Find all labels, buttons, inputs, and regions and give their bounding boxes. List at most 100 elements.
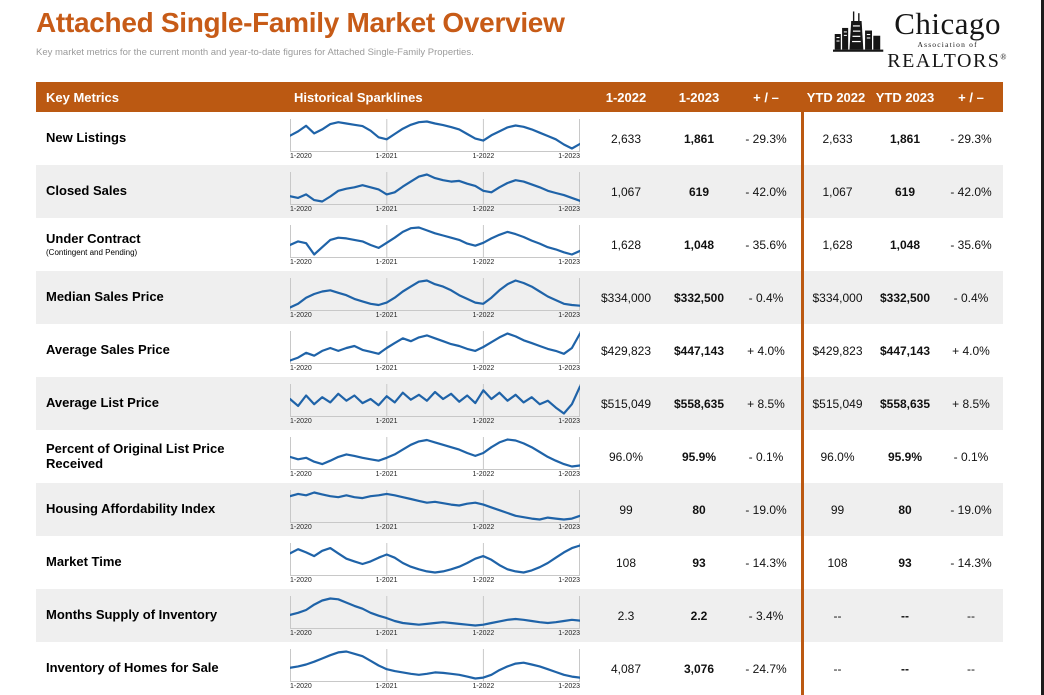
value-ytd-change: - 35.6% — [950, 237, 992, 252]
sparkline-cell: 1-2020 1-2021 1-2022 1-2023 — [290, 589, 585, 642]
value-1-2023: 2.2 — [690, 608, 708, 623]
value-1-2023: $558,635 — [673, 396, 725, 411]
sparkline-axis: 1-2020 1-2021 1-2022 1-2023 — [290, 683, 580, 692]
axis-label-1-2021: 1-2021 — [375, 682, 398, 690]
value-ytd-change: - 42.0% — [950, 184, 992, 199]
header-historical-sparklines: Historical Sparklines — [294, 89, 423, 105]
value-ytd-2023: $558,635 — [879, 396, 931, 411]
value-1-2022: 99 — [619, 502, 633, 517]
value-month-change: - 42.0% — [745, 184, 787, 199]
axis-label-1-2023: 1-2023 — [558, 523, 580, 531]
value-1-2023: 95.9% — [681, 449, 717, 464]
sparkline-chart — [290, 595, 580, 629]
sparkline-chart — [290, 436, 580, 470]
skyline-icon — [833, 8, 885, 65]
axis-label-1-2023: 1-2023 — [558, 364, 580, 372]
sparkline-chart — [290, 171, 580, 205]
value-month-change: - 0.1% — [748, 449, 784, 464]
value-ytd-2023: 1,048 — [889, 237, 921, 252]
value-1-2023: 80 — [692, 502, 706, 517]
value-ytd-2022: -- — [801, 642, 871, 695]
value-month-change: - 3.4% — [748, 608, 784, 623]
metric-name: Percent of Original List Price Received — [46, 440, 225, 471]
value-1-2022: 1,067 — [610, 184, 642, 199]
value-ytd-change: + 4.0% — [952, 343, 990, 358]
table-row: Housing Affordability Index 1-2020 1-202… — [36, 483, 1003, 536]
value-ytd-change: - 29.3% — [950, 131, 992, 146]
value-1-2022: 1,628 — [610, 237, 642, 252]
sparkline-chart — [290, 489, 580, 523]
value-ytd-2022: 108 — [801, 536, 871, 589]
value-ytd-2022: $334,000 — [801, 271, 871, 324]
value-month-change: - 35.6% — [745, 237, 787, 252]
value-ytd-change: - 0.1% — [953, 449, 989, 464]
metric-cell: Under Contract (Contingent and Pending) — [36, 218, 290, 271]
axis-label-1-2023: 1-2023 — [558, 629, 580, 637]
metric-cell: Average List Price — [36, 377, 290, 430]
sparkline-cell: 1-2020 1-2021 1-2022 1-2023 — [290, 324, 585, 377]
metric-cell: Months Supply of Inventory — [36, 589, 290, 642]
value-1-2022: 2,633 — [610, 131, 642, 146]
value-1-2023: 1,861 — [683, 131, 715, 146]
table-row: Average List Price 1-2020 1-2021 1-2022 … — [36, 377, 1003, 430]
sparkline-axis: 1-2020 1-2021 1-2022 1-2023 — [290, 153, 580, 162]
header-ytd-2022: YTD 2022 — [806, 89, 866, 105]
axis-label-1-2021: 1-2021 — [375, 629, 398, 637]
axis-label-1-2022: 1-2022 — [472, 152, 495, 160]
sparkline-axis: 1-2020 1-2021 1-2022 1-2023 — [290, 418, 580, 427]
axis-label-1-2020: 1-2020 — [290, 364, 312, 372]
table-row: Median Sales Price 1-2020 1-2021 1-2022 … — [36, 271, 1003, 324]
page-title: Attached Single-Family Market Overview — [36, 7, 565, 38]
metric-name: Months Supply of Inventory — [46, 607, 218, 623]
sparkline-axis: 1-2020 1-2021 1-2022 1-2023 — [290, 312, 580, 321]
axis-label-1-2022: 1-2022 — [472, 523, 495, 531]
metric-name: Housing Affordability Index — [46, 501, 216, 517]
axis-label-1-2021: 1-2021 — [375, 258, 398, 266]
value-1-2022: $429,823 — [600, 343, 652, 358]
table-row: Inventory of Homes for Sale 1-2020 1-202… — [36, 642, 1003, 695]
value-1-2023: 1,048 — [683, 237, 715, 252]
value-ytd-change: - 14.3% — [950, 555, 992, 570]
value-ytd-2022: 1,067 — [801, 165, 871, 218]
market-overview-table: Key Metrics Historical Sparklines 1-2022… — [36, 82, 1003, 695]
axis-label-1-2020: 1-2020 — [290, 629, 312, 637]
metric-cell: Average Sales Price — [36, 324, 290, 377]
value-1-2023: 3,076 — [683, 661, 715, 676]
axis-label-1-2022: 1-2022 — [472, 417, 495, 425]
value-ytd-2022: 99 — [801, 483, 871, 536]
table-row: Under Contract (Contingent and Pending) … — [36, 218, 1003, 271]
sparkline-axis: 1-2020 1-2021 1-2022 1-2023 — [290, 471, 580, 480]
header-month-change: + / – — [753, 89, 779, 105]
value-month-change: + 8.5% — [747, 396, 785, 411]
value-ytd-2022: -- — [801, 589, 871, 642]
sparkline-cell: 1-2020 1-2021 1-2022 1-2023 — [290, 536, 585, 589]
sparkline-chart — [290, 277, 580, 311]
metric-name: Average List Price — [46, 395, 159, 411]
axis-label-1-2020: 1-2020 — [290, 152, 312, 160]
value-ytd-change: -- — [967, 608, 975, 623]
logo-realtors: REALTORS® — [887, 49, 1008, 72]
axis-label-1-2021: 1-2021 — [375, 364, 398, 372]
page-subtitle: Key market metrics for the current month… — [36, 46, 474, 58]
header-1-2022: 1-2022 — [605, 89, 647, 105]
axis-label-1-2022: 1-2022 — [472, 364, 495, 372]
axis-label-1-2022: 1-2022 — [472, 682, 495, 690]
metric-cell: Percent of Original List Price Received — [36, 430, 290, 483]
metric-name: Median Sales Price — [46, 289, 164, 305]
axis-label-1-2020: 1-2020 — [290, 470, 312, 478]
table-row: Percent of Original List Price Received … — [36, 430, 1003, 483]
axis-label-1-2021: 1-2021 — [375, 576, 398, 584]
axis-label-1-2023: 1-2023 — [558, 205, 580, 213]
sparkline-cell: 1-2020 1-2021 1-2022 1-2023 — [290, 165, 585, 218]
axis-label-1-2023: 1-2023 — [558, 417, 580, 425]
value-1-2022: 2.3 — [617, 608, 635, 623]
axis-label-1-2021: 1-2021 — [375, 417, 398, 425]
table-row: Average Sales Price 1-2020 1-2021 1-2022… — [36, 324, 1003, 377]
value-ytd-2023: 80 — [898, 502, 912, 517]
value-ytd-2022: $515,049 — [801, 377, 871, 430]
axis-label-1-2023: 1-2023 — [558, 576, 580, 584]
axis-label-1-2023: 1-2023 — [558, 258, 580, 266]
logo-chicago: Chicago — [894, 6, 1002, 41]
metric-cell: Median Sales Price — [36, 271, 290, 324]
sparkline-cell: 1-2020 1-2021 1-2022 1-2023 — [290, 112, 585, 165]
